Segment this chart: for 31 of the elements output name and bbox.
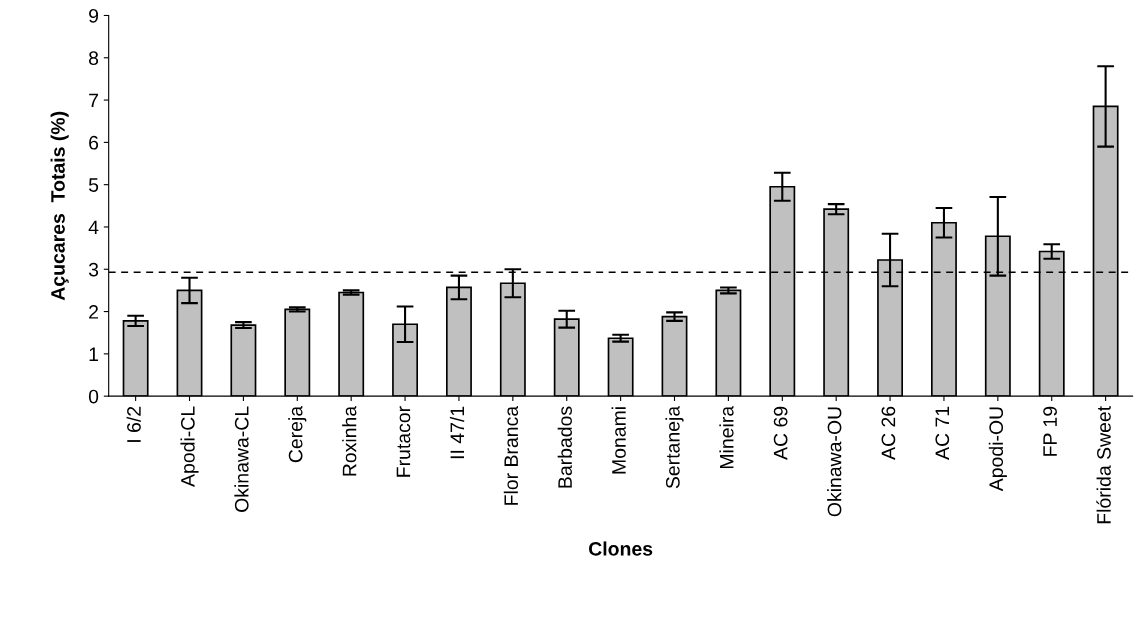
x-tick-label: AC 71 bbox=[935, 406, 950, 460]
x-tick-label: Flórida Sweet bbox=[1096, 406, 1111, 524]
x-tick-label: Monami bbox=[611, 407, 626, 474]
x-tick-label: FP 19 bbox=[1043, 406, 1057, 456]
x-tick-label: Flor Branca bbox=[503, 405, 519, 505]
y-tick-label: 5 bbox=[88, 178, 99, 192]
y-tick-label: 1 bbox=[89, 347, 99, 361]
x-tick-label: Apodi-OU bbox=[988, 407, 1007, 492]
y-axis-title: Açucares Totais (%) bbox=[50, 111, 69, 301]
x-tick-label: Sertaneja bbox=[665, 405, 684, 489]
y-tick-label: 9 bbox=[89, 8, 99, 23]
y-tick-label: 2 bbox=[89, 305, 98, 319]
x-tick-label: Frutacor bbox=[396, 406, 411, 477]
x-axis-title: Clones bbox=[589, 541, 653, 556]
y-tick-label: 3 bbox=[88, 262, 99, 277]
y-tick-label: 7 bbox=[89, 93, 98, 108]
x-tick-label: Okinawa-OU bbox=[827, 407, 842, 517]
x-tick-label: II 47/1 bbox=[449, 406, 465, 459]
x-tick-label: Okinawa-CL bbox=[234, 406, 249, 512]
x-tick-label: I 6/2 bbox=[126, 406, 141, 442]
y-tick-label: 6 bbox=[89, 135, 99, 150]
x-tick-label: Apodi-CL bbox=[180, 406, 199, 487]
y-tick-label: 8 bbox=[88, 51, 99, 66]
x-tick-label: Barbados bbox=[557, 406, 572, 488]
x-tick-label: Mineira bbox=[719, 405, 734, 469]
x-tick-label: Cereja bbox=[288, 405, 307, 463]
x-tick-label: AC 69 bbox=[773, 406, 788, 460]
x-tick-label: AC 26 bbox=[881, 406, 896, 460]
x-tick-label: Roxinha bbox=[342, 405, 357, 476]
y-tick-label: 4 bbox=[88, 220, 99, 235]
y-tick-label: 0 bbox=[88, 389, 99, 404]
